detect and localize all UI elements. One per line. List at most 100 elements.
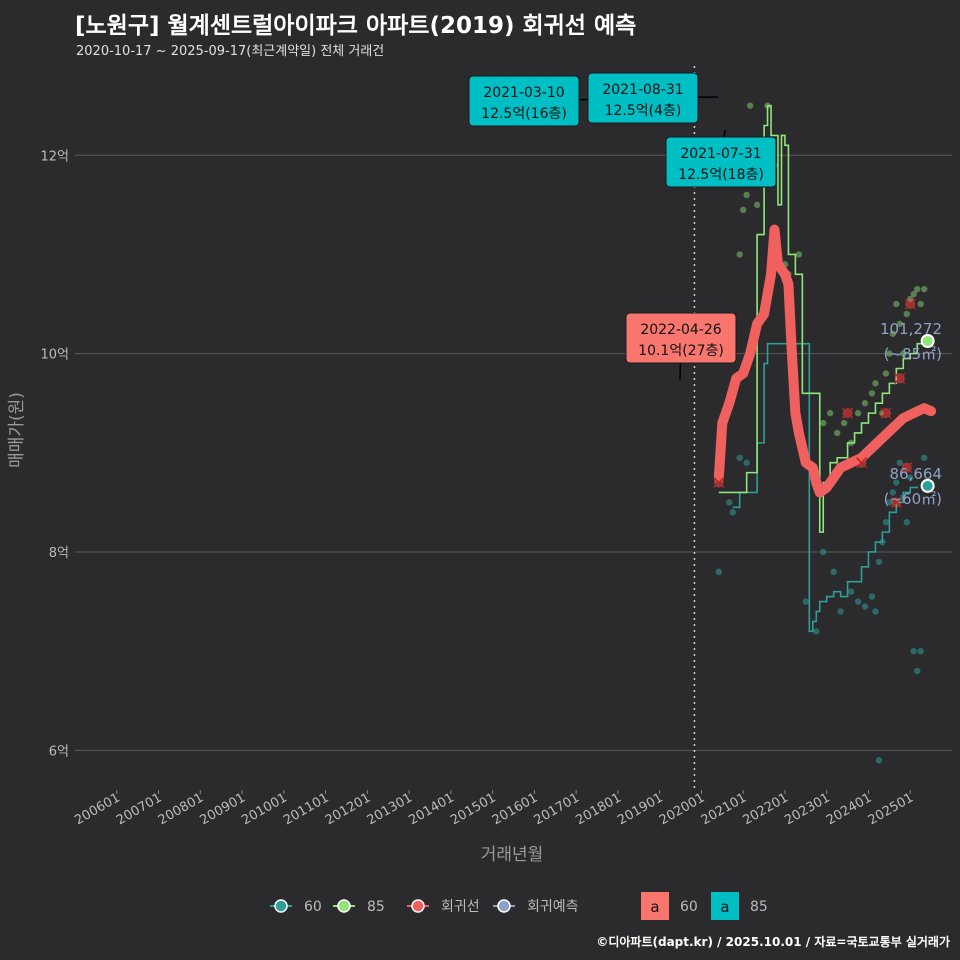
legend-label: 회귀예측 — [527, 899, 579, 915]
scatter-point-85 — [900, 350, 907, 357]
x-tick-label: 200901 — [198, 790, 248, 828]
regression-cross-marker — [855, 457, 868, 469]
legend-box-label: 60 — [680, 899, 698, 915]
legend-marker — [337, 899, 351, 913]
scatter-point-60 — [917, 647, 924, 655]
scatter-point-85 — [903, 310, 910, 318]
scatter-point-85 — [743, 191, 750, 199]
x-tick-label: 201201 — [323, 790, 373, 828]
cross-glyph — [894, 372, 906, 384]
scatter-point-60 — [903, 519, 910, 526]
regression-cross-marker — [713, 476, 725, 489]
y-tick-label: 10억 — [40, 348, 69, 363]
regression-cross-marker — [842, 407, 854, 419]
scatter-point-60 — [861, 603, 869, 610]
y-tick-label: 6억 — [49, 744, 69, 759]
scatter-point-60 — [907, 474, 914, 481]
scatter-point-60 — [729, 509, 736, 516]
legend-swatch — [641, 892, 669, 920]
scatter-point-60 — [837, 608, 844, 615]
x-tick-label: 201401 — [406, 790, 456, 828]
annotation-box — [665, 136, 777, 188]
annotation-box — [468, 75, 580, 127]
marker-layer: 101,272 (~85㎡) 86,664 (~60㎡) — [713, 298, 943, 508]
scatter-point-85 — [746, 102, 754, 109]
scatter-point-60 — [913, 667, 921, 675]
scatter-point-60 — [726, 499, 733, 506]
scatter-point-85 — [917, 300, 924, 308]
legend-item: 회귀선 — [407, 899, 480, 915]
scatter-point-85 — [795, 251, 803, 258]
scatter-point-85 — [910, 290, 917, 298]
annotation-date: 2022-04-26 — [640, 322, 721, 338]
scatter-point-85 — [886, 350, 893, 357]
legend-label: 85 — [367, 899, 385, 915]
line-series-85 — [718, 104, 925, 533]
latest-value-label-60: 86,664 — [890, 465, 943, 483]
scatter-point-60 — [910, 647, 917, 655]
latest-marker-85 — [920, 334, 935, 349]
x-tick-label: 202501 — [866, 790, 916, 828]
legend-box-item: a 85 — [711, 892, 768, 920]
scatter-point-85 — [889, 330, 897, 337]
cross-glyph — [713, 476, 725, 489]
scatter-point-60 — [736, 454, 743, 461]
line-layer — [713, 104, 937, 633]
scatter-point-60 — [920, 454, 928, 461]
x-tick-label: 201601 — [490, 790, 540, 828]
x-tick-label: 202401 — [824, 790, 874, 828]
x-axis-label: 거래년월 — [481, 845, 544, 865]
scatter-point-85 — [893, 300, 900, 308]
scatter-point-85 — [868, 390, 876, 397]
scatter-point-85 — [861, 400, 869, 407]
annotation-box — [587, 72, 699, 124]
annotation-label: 2021-03-10 12.5억(16층) — [468, 75, 701, 127]
x-tick-label: 201501 — [448, 790, 498, 828]
cross-glyph — [901, 462, 913, 474]
cross-glyph — [855, 457, 868, 469]
scatter-point-85 — [913, 285, 921, 293]
cross-glyph — [842, 407, 854, 419]
legend-marker — [497, 899, 511, 913]
legend-marker — [274, 899, 288, 913]
regression-cross-marker — [894, 372, 906, 384]
legend-label: 회귀선 — [441, 899, 480, 915]
legend-item: 60 — [270, 899, 322, 915]
y-tick-label: 8억 — [49, 546, 69, 561]
legend-swatch — [711, 892, 739, 920]
scatter-point-60 — [802, 598, 810, 605]
scatter-point-60 — [830, 568, 837, 576]
scatter-point-60 — [715, 568, 723, 576]
scatter-layer — [715, 102, 928, 764]
scatter-point-60 — [820, 548, 827, 556]
annotation-date: 2021-08-31 — [602, 82, 683, 98]
legend-marker — [411, 899, 425, 913]
x-tick-label: 202201 — [740, 790, 790, 828]
scatter-point-85 — [833, 429, 841, 437]
footer-credit: ©디아파트(dapt.kr) / 2025.10.01 / 자료=국토교통부 실… — [596, 935, 950, 949]
scatter-point-60 — [868, 593, 876, 600]
scatter-point-85 — [872, 380, 879, 387]
scatter-point-85 — [882, 370, 890, 377]
annotation-date: 2021-07-31 — [680, 146, 761, 162]
legend-label: 60 — [304, 899, 322, 915]
annotation-price: 10.1억(27층) — [638, 343, 724, 359]
scatter-point-85 — [753, 201, 761, 209]
cross-glyph — [890, 496, 902, 508]
scatter-point-85 — [739, 206, 747, 214]
scatter-point-85 — [907, 295, 914, 303]
legend-swatch-glyph: a — [650, 898, 659, 916]
annotation-date: 2021-03-10 — [483, 85, 564, 101]
legend-box-label: 85 — [750, 899, 768, 915]
scatter-point-60 — [889, 489, 897, 496]
annotation-box — [625, 312, 737, 364]
legend: 60 85 회귀선 회귀예측 a 60 a 85 — [270, 892, 768, 920]
scatter-point-60 — [875, 558, 883, 566]
x-tick-label: 201101 — [281, 790, 331, 828]
scatter-point-85 — [854, 409, 862, 417]
x-tick-label: 201901 — [615, 790, 665, 828]
x-tick-label: 200801 — [156, 790, 206, 828]
regression-cross-marker — [880, 407, 892, 419]
latest-value-label-85: 101,272 — [880, 320, 942, 338]
